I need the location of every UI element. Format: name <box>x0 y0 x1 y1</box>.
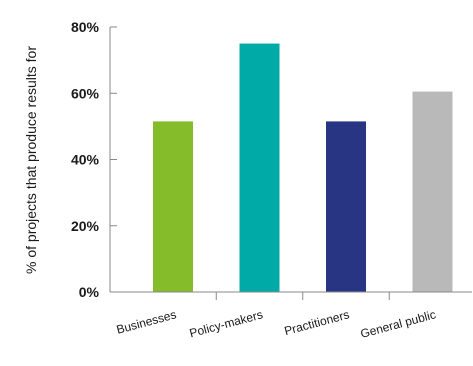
bar <box>412 91 453 292</box>
y-axis: 0% 20% 40% 60% 80% <box>71 19 117 300</box>
y-axis-label: % of projects that produce results for <box>23 46 39 274</box>
x-axis: Businesses Policy-makers Practitioners Gene… <box>110 291 472 341</box>
x-tick-label: Practitioners <box>283 307 351 338</box>
y-tick-label: 40% <box>71 152 100 168</box>
y-tick-label: 20% <box>71 218 100 234</box>
bars <box>153 43 453 292</box>
x-tick-label: Businesses <box>115 307 178 336</box>
x-tick-label: General public <box>359 307 437 341</box>
bar <box>153 121 193 292</box>
y-tick-label: 0% <box>79 284 100 300</box>
bar <box>239 43 280 292</box>
bar <box>326 121 366 292</box>
y-tick-label: 80% <box>71 19 100 35</box>
x-tick-label: Policy-makers <box>188 307 264 340</box>
y-tick-label: 60% <box>71 85 100 101</box>
